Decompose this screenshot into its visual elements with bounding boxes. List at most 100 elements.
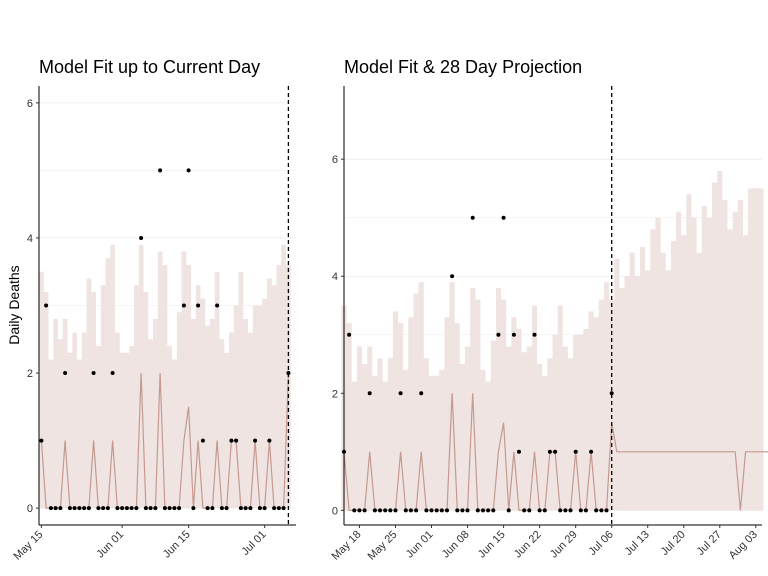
observed-point [115,506,120,511]
observed-point [238,506,243,511]
observed-point [134,506,139,511]
observed-point [522,508,527,513]
x-tick-label: May 15 [12,529,46,563]
y-tick-label: 6 [332,154,338,166]
observed-point [272,506,277,511]
y-tick-label: 4 [332,271,338,283]
panel-title: Model Fit up to Current Day [39,57,260,77]
panel-projection: Model Fit & 28 Day Projection 0 2 4 6 May 1… [330,57,768,563]
observed-point [124,506,129,511]
observed-point [205,506,210,511]
observed-point [419,391,424,396]
observed-point [414,508,419,513]
x-tick-label: Jul 06 [587,529,616,558]
observed-point [496,332,501,337]
observed-point [367,391,372,396]
observed-point [568,508,573,513]
x-tick-label: Jul 01 [240,529,269,558]
observed-point [257,506,262,511]
x-tick-label: Jun 29 [548,529,580,561]
observed-point [48,506,53,511]
observed-point [542,508,547,513]
observed-point [172,506,177,511]
observed-deaths-series [39,168,291,511]
observed-point [63,371,68,375]
observed-point [517,449,521,454]
observed-point [450,274,455,279]
observed-point [429,508,434,513]
observed-point [162,506,167,511]
observed-point [589,449,594,454]
observed-point [383,508,388,513]
observed-point [475,508,480,513]
axes [38,86,296,526]
observed-point [527,508,532,513]
observed-deaths-series [342,215,614,513]
observed-point [186,168,191,173]
observed-point [67,506,72,511]
ribbon-area [39,244,291,509]
observed-point [583,508,588,513]
observed-point [44,303,49,308]
observed-point [439,508,444,513]
observed-point [445,508,449,513]
x-ticks: May 15 Jun 01 Jun 15 Jul 01 [12,525,269,563]
observed-point [167,506,172,511]
observed-point [424,508,429,513]
observed-point [506,508,511,513]
y-tick-label: 2 [332,388,338,400]
x-tick-label: Jul 20 [659,529,688,558]
observed-point [82,506,87,511]
observed-point [215,303,220,308]
observed-point [481,508,485,513]
observed-point [455,508,460,513]
x-tick-label: May 18 [330,529,364,563]
observed-point [470,215,475,220]
panel-model-fit: Model Fit up to Current Day 0 2 4 6 May 15 J… [12,57,296,563]
observed-point [403,508,408,513]
observed-point [143,506,148,511]
x-tick-label: Jun 08 [440,529,472,561]
observed-point [434,508,439,513]
observed-point [91,371,96,375]
observed-point [594,508,599,513]
x-tick-label: Jul 13 [623,529,652,558]
observed-point [53,506,58,511]
observed-point [200,438,205,443]
observed-point [153,506,158,511]
observed-point [388,508,393,513]
x-tick-label: Aug 03 [727,529,760,562]
observed-point [148,506,153,511]
x-tick-label: Jun 15 [476,529,508,561]
observed-point [224,506,229,511]
y-axis-label: Daily Deaths [6,265,22,344]
observed-point [486,508,491,513]
observed-point [105,506,110,511]
uncertainty-ribbon [341,170,764,511]
observed-point [408,508,413,513]
x-tick-label: Jun 01 [404,529,436,561]
x-tick-label: Jun 01 [94,529,126,561]
observed-point [604,508,609,513]
observed-point [553,449,558,454]
observed-point [248,506,253,511]
x-tick-label: Jun 22 [512,529,544,561]
observed-point [191,506,196,511]
observed-point [511,332,516,337]
observed-point [491,508,496,513]
observed-point [120,506,125,511]
observed-point [158,168,163,173]
observed-point [537,508,542,513]
y-ticks: 0 2 4 6 [27,98,39,515]
uncertainty-ribbon [39,244,291,509]
observed-point [578,508,583,513]
observed-point [372,508,377,513]
observed-point [501,215,506,220]
x-tick-label: Jul 27 [695,529,724,558]
observed-point [234,438,239,443]
y-ticks: 0 2 4 6 [332,154,344,517]
observed-point [281,506,286,511]
observed-point [573,449,578,454]
y-tick-label: 0 [27,503,33,515]
